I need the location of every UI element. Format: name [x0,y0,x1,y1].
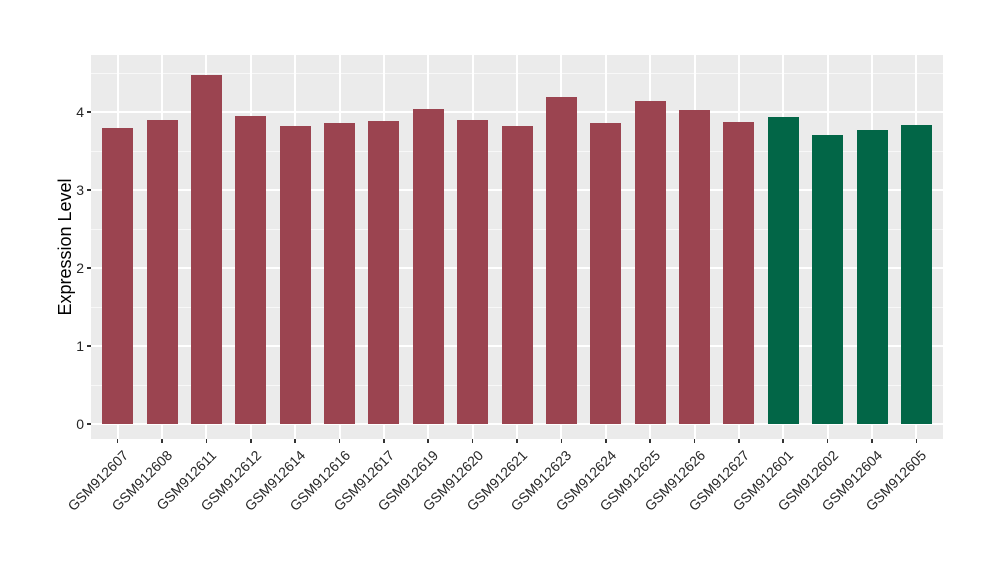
plot-panel [91,55,943,439]
bar-GSM912601 [768,116,799,424]
bar-GSM912604 [857,129,888,424]
bar-GSM912611 [191,75,222,424]
bar-GSM912619 [413,108,444,424]
y-tick-label: 0 [76,415,84,432]
y-tick-mark [87,345,91,347]
bar-GSM912612 [235,115,266,424]
bar-GSM912616 [324,122,355,424]
bar-GSM912608 [147,119,178,424]
y-tick-label: 2 [76,259,84,276]
x-tick-mark [249,439,252,443]
y-tick-label: 3 [76,181,84,198]
bar-GSM912617 [368,120,399,424]
y-tick-mark [87,111,91,113]
x-tick-mark [871,439,873,443]
x-tick-mark [516,439,518,443]
x-tick-mark [693,439,696,443]
x-tick-mark [427,439,430,443]
x-tick-mark [471,439,474,443]
bar-GSM912625 [635,101,666,424]
y-axis-title: Expression Level [55,178,75,316]
x-tick-mark [826,439,829,443]
y-tick-mark [87,267,91,269]
bar-GSM912624 [590,122,621,424]
x-tick-mark [738,439,740,443]
x-tick-mark [604,439,607,443]
bar-GSM912626 [679,109,710,424]
x-tick-mark [338,439,341,443]
bar-GSM912605 [901,125,932,424]
bar-GSM912623 [546,97,577,424]
x-tick-mark [649,439,651,443]
y-tick-label: 4 [76,103,84,120]
x-tick-mark [383,439,385,443]
y-tick-mark [87,423,91,425]
bar-GSM912621 [502,126,533,424]
x-tick-mark [560,439,563,443]
bar-GSM912627 [723,122,754,424]
x-tick-mark [782,439,785,443]
bar-GSM912607 [102,127,133,424]
bar-GSM912602 [812,135,843,424]
x-tick-mark [116,439,119,443]
bar-GSM912620 [457,119,488,424]
x-tick-mark [294,439,296,443]
y-tick-label: 1 [76,337,84,354]
y-tick-mark [87,189,91,191]
x-tick-mark [915,439,918,443]
bar-GSM912614 [280,126,311,424]
x-tick-mark [205,439,208,443]
x-tick-mark [161,439,163,443]
